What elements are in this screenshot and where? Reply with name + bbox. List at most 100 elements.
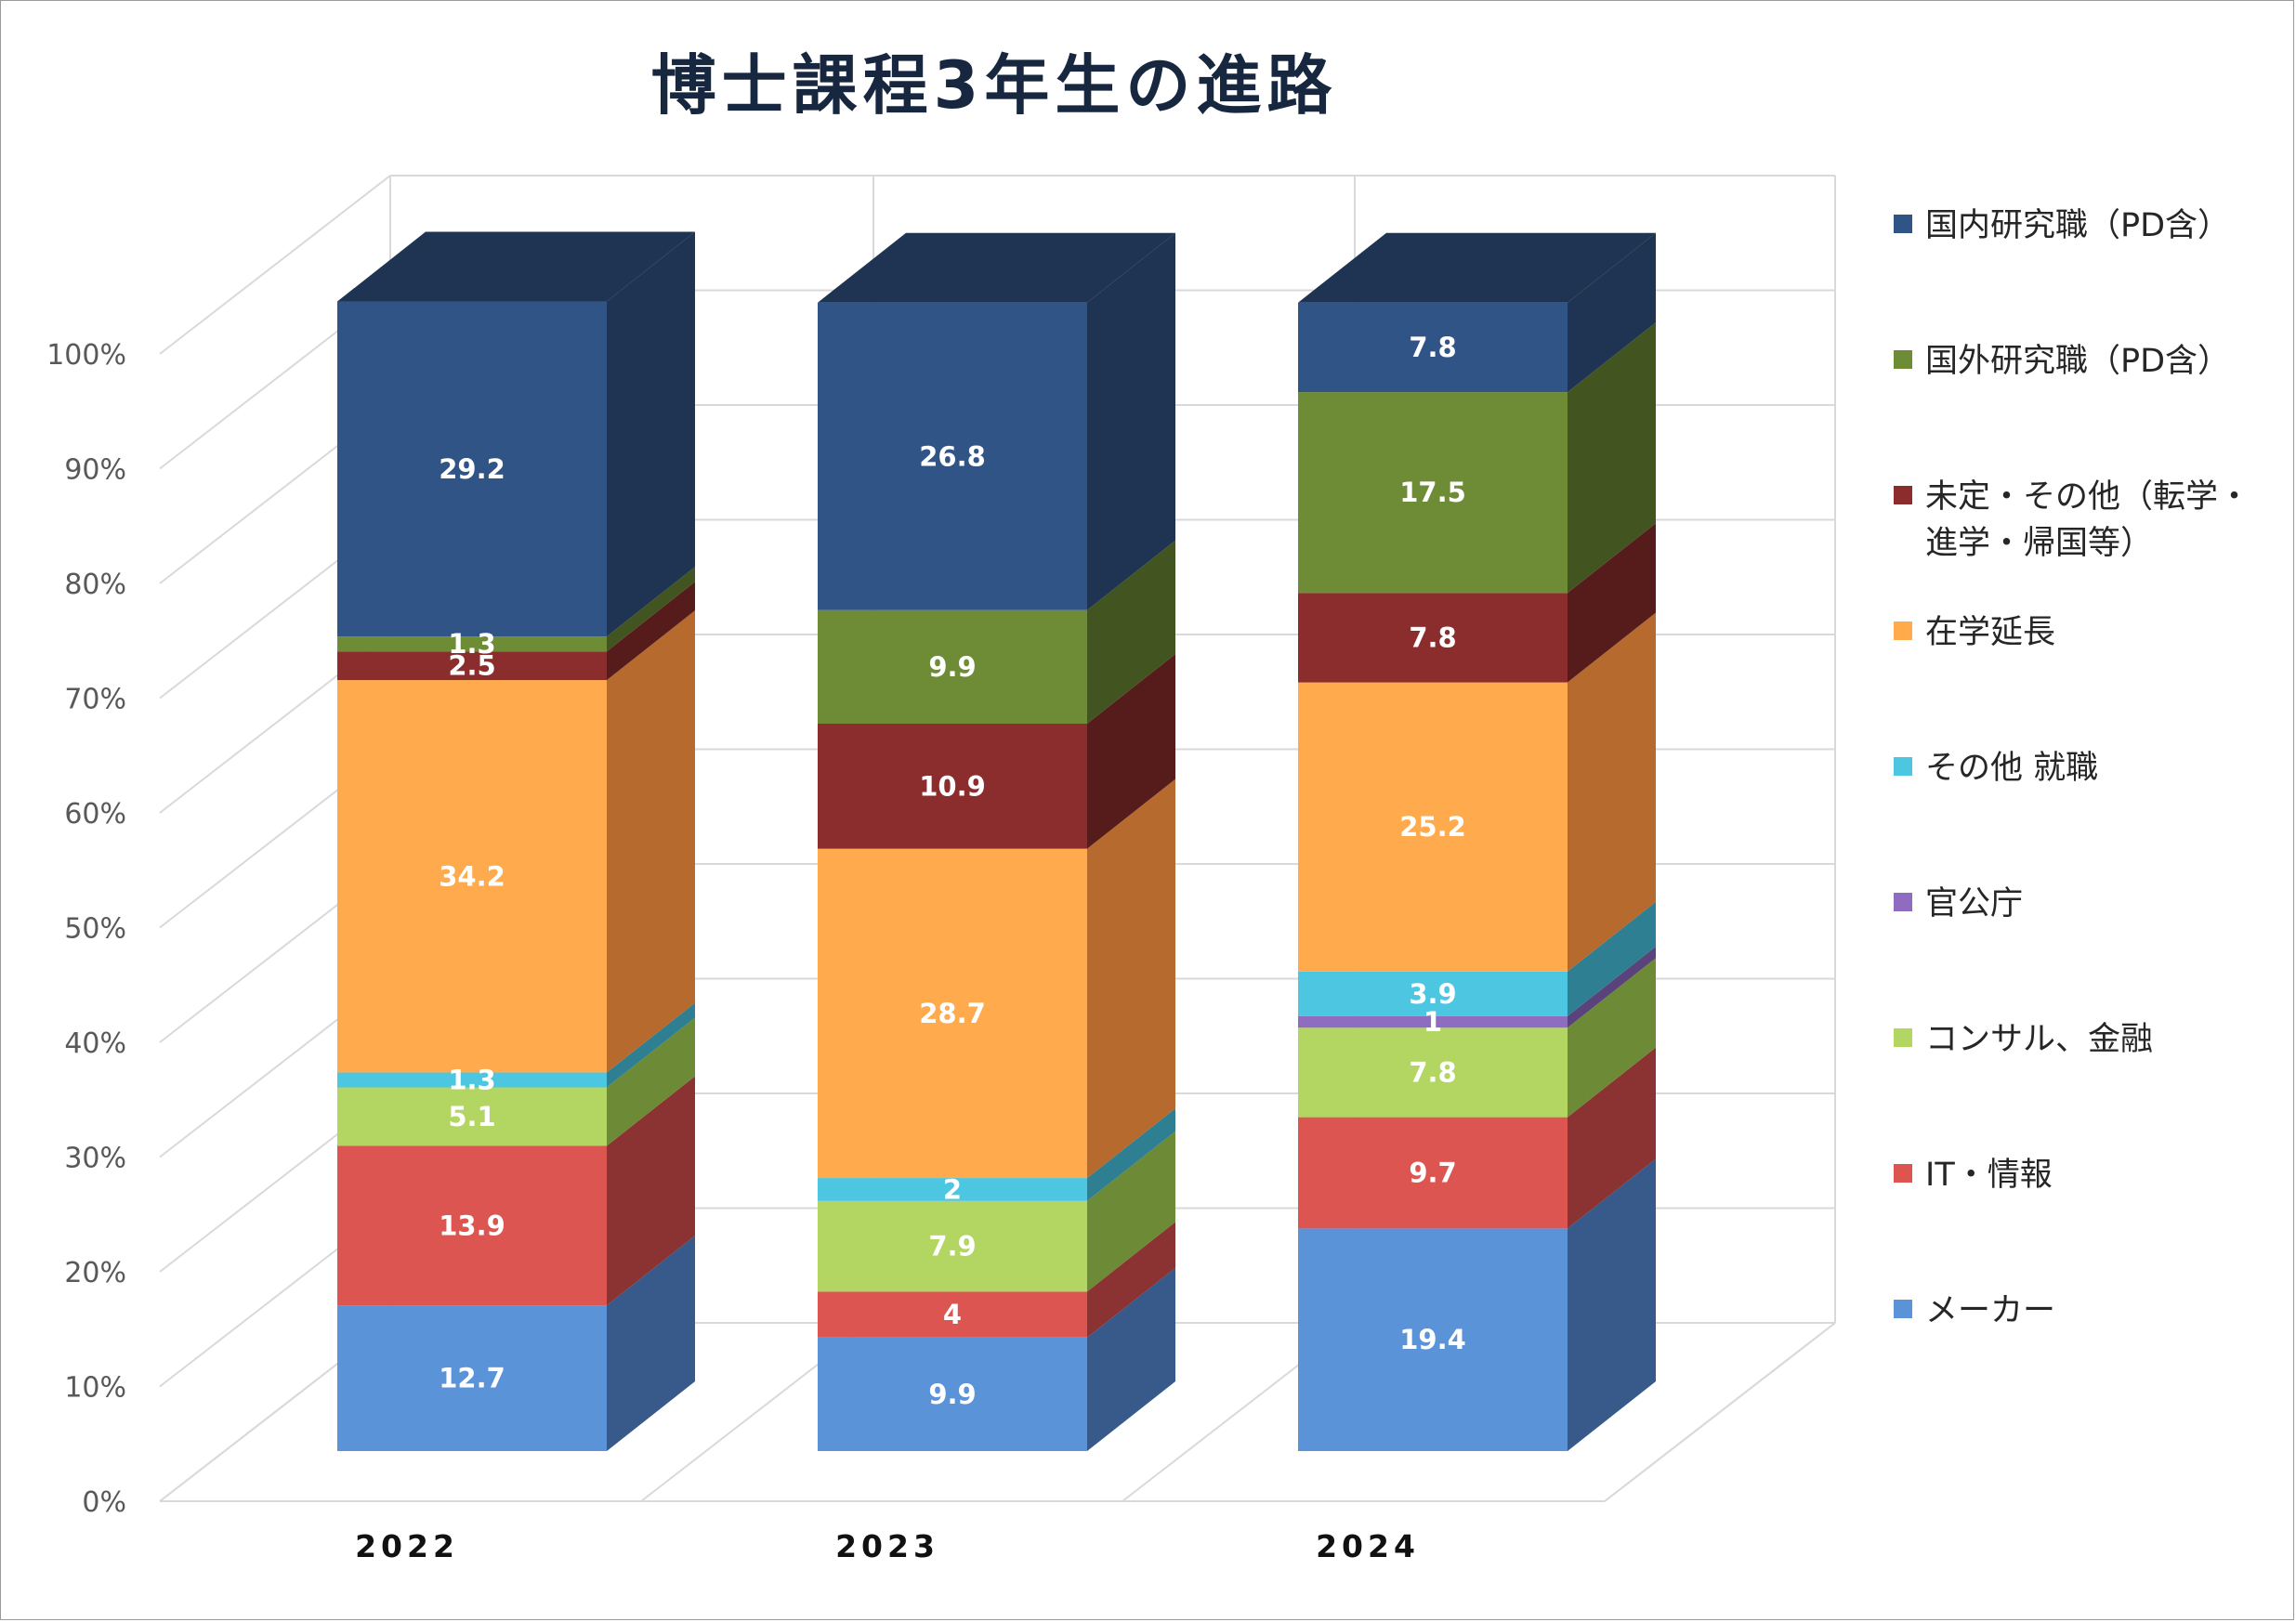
bar-top <box>337 231 695 302</box>
bar-side <box>607 231 695 637</box>
bar-side <box>1087 1131 1175 1292</box>
data-label: 9.9 <box>928 1379 976 1410</box>
bar-segment <box>1298 1015 1568 1028</box>
data-label: 7.8 <box>1409 621 1456 653</box>
legend-item: 官公庁 <box>1894 881 2278 927</box>
floor-divider <box>1604 1322 1836 1502</box>
bar-top <box>1298 232 1656 303</box>
bar-segment <box>818 724 1087 849</box>
bar-side <box>1568 612 1656 972</box>
bar-segment <box>818 848 1087 1179</box>
y-tick-label: 10% <box>64 1372 126 1405</box>
legend-label: その他 就職 <box>1925 750 2099 787</box>
bar-side <box>1568 523 1656 683</box>
bar-segment <box>1298 302 1568 393</box>
y-tick-label: 80% <box>64 569 126 601</box>
data-label: 7.8 <box>1409 1056 1456 1088</box>
bar-segment <box>1298 682 1568 972</box>
data-label: 2.5 <box>448 650 495 682</box>
data-label: 34.2 <box>439 860 505 892</box>
bar-segment <box>337 1305 607 1451</box>
legend-label: 在学延長 <box>1925 614 2056 651</box>
bar-segment <box>1298 593 1568 683</box>
data-label: 5.1 <box>448 1101 495 1132</box>
bar-segment <box>818 1291 1087 1338</box>
bar-side <box>1568 1047 1656 1229</box>
chart-legend: 国内研究職（PD含） 国外研究職（PD含） 未定・その他（転学・進学・帰国等） 在学延… <box>1894 0 2284 1622</box>
bar-side <box>1568 946 1656 1028</box>
x-tick-label: 2024 <box>1316 1528 1420 1564</box>
bar-side <box>1087 1267 1175 1451</box>
y-tick-label: 0% <box>82 1486 126 1519</box>
legend-swatch <box>1894 1164 1912 1183</box>
x-axis: 2022 2023 2024 <box>355 1528 1420 1564</box>
legend-item: 国外研究職（PD含） <box>1894 338 2278 385</box>
legend-swatch <box>1894 1028 1912 1047</box>
bar-side <box>1568 232 1656 393</box>
bar-side <box>607 610 695 1073</box>
legend-label: コンサル、金融 <box>1925 1021 2154 1058</box>
x-tick-label: 2023 <box>835 1528 939 1564</box>
bar-segment <box>1298 971 1568 1016</box>
data-label: 7.9 <box>928 1231 976 1262</box>
legend-label: 国外研究職（PD含） <box>1925 343 2231 380</box>
data-label: 25.2 <box>1399 811 1466 843</box>
legend-item: メーカー <box>1894 1288 2278 1334</box>
legend-item: 国内研究職（PD含） <box>1894 203 2278 249</box>
chart-title: 博士課程3年生の進路 <box>650 47 1338 124</box>
bar-side <box>1087 1222 1175 1338</box>
bar-segment <box>1298 1117 1568 1229</box>
bar-side <box>607 582 695 681</box>
data-label: 26.8 <box>919 440 986 472</box>
data-label: 12.7 <box>439 1363 505 1394</box>
legend-swatch <box>1894 621 1912 640</box>
bar-side <box>607 1076 695 1306</box>
data-label: 3.9 <box>1409 978 1456 1010</box>
data-label: 17.5 <box>1399 477 1466 508</box>
bar-segment <box>818 302 1087 610</box>
bar-segment <box>337 1145 607 1306</box>
legend-label: 未定・その他（転学・進学・帰国等） <box>1925 478 2251 562</box>
bar-segment <box>337 301 607 637</box>
bar-side <box>607 1236 695 1451</box>
y-tick-label: 30% <box>64 1143 126 1175</box>
bar-side <box>607 1002 695 1088</box>
bar-side <box>607 567 695 652</box>
y-tick-label: 90% <box>64 454 126 487</box>
bar-segment <box>337 651 607 681</box>
bar-segment <box>818 1200 1087 1292</box>
y-tick-label: 50% <box>64 913 126 946</box>
y-tick-label: 70% <box>64 684 126 716</box>
bar-side <box>1087 654 1175 849</box>
data-label: 10.9 <box>919 770 986 802</box>
bar-side <box>1087 540 1175 725</box>
bar-side <box>1568 1158 1656 1451</box>
bar-stack-2022: 12.713.95.11.334.22.51.329.2 <box>337 231 695 1451</box>
bar-stack-2023: 9.9 4 7.9 2 28.7 10.9 9.9 26.8 <box>818 232 1175 1451</box>
bar-segment <box>337 1072 607 1088</box>
legend-swatch <box>1894 757 1912 776</box>
bar-side <box>1087 232 1175 610</box>
bar-segment <box>1298 392 1568 594</box>
data-label: 2 <box>943 1173 962 1205</box>
bar-segment <box>1298 1027 1568 1118</box>
bar-stack-2024: 19.4 9.7 7.8 13.9 25.2 7.8 17.5 7.8 <box>1298 232 1656 1451</box>
data-label: 29.2 <box>439 453 505 485</box>
data-label: 1.3 <box>448 628 495 660</box>
legend-item: 未定・その他（転学・進学・帰国等） <box>1894 474 2278 567</box>
data-label: 4 <box>943 1299 962 1330</box>
bar-segment <box>818 609 1087 725</box>
legend-item: コンサル、金融 <box>1894 1016 2278 1063</box>
data-label: 9.9 <box>928 651 976 683</box>
legend-label: メーカー <box>1925 1292 2056 1329</box>
y-tick-label: 40% <box>64 1027 126 1060</box>
bar-segment <box>1298 1228 1568 1451</box>
bar-segment <box>337 1087 607 1146</box>
legend-label: 官公庁 <box>1925 885 2024 922</box>
legend-swatch <box>1894 350 1912 369</box>
data-label: 19.4 <box>1399 1324 1466 1355</box>
legend-swatch <box>1894 215 1912 233</box>
legend-swatch <box>1894 1300 1912 1318</box>
legend-item: IT・情報 <box>1894 1152 2278 1198</box>
